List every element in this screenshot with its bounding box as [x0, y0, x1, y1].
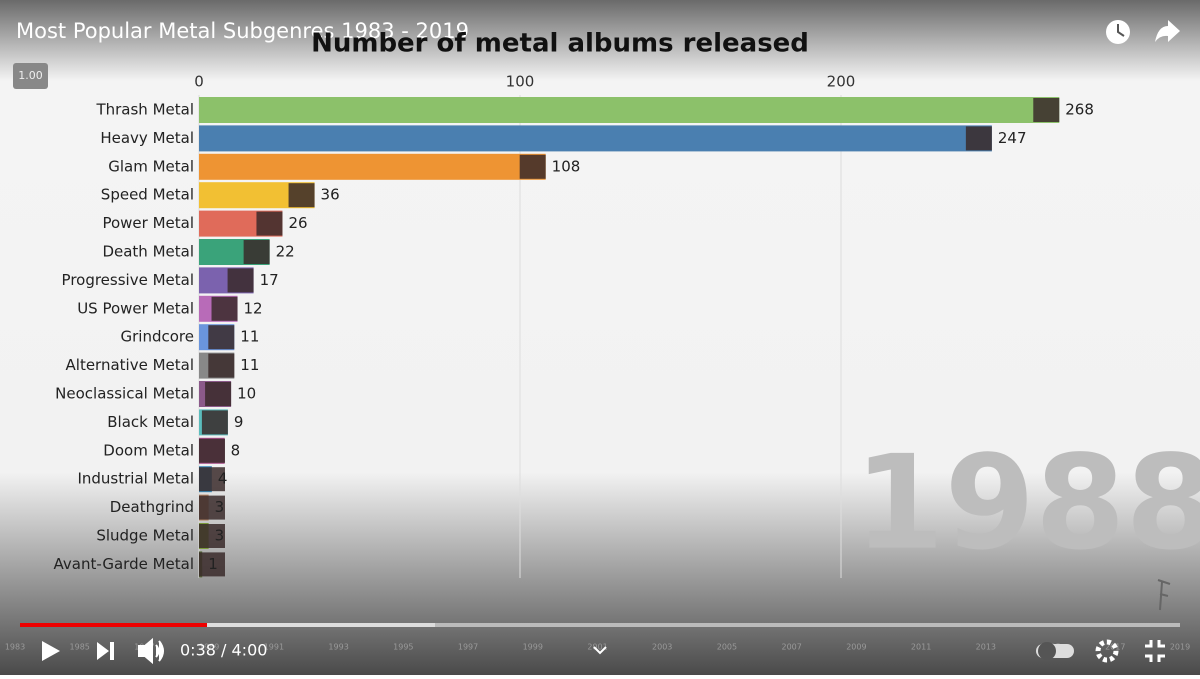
category-label: Speed Metal: [101, 186, 194, 204]
timeline-label: 2003: [652, 643, 672, 652]
timeline-label: 1985: [70, 643, 90, 652]
progress-track[interactable]: [20, 623, 1180, 627]
value-label: 268: [1065, 101, 1094, 119]
value-label: 22: [276, 243, 295, 261]
timeline-label: 2013: [976, 643, 996, 652]
speed-label: 1.00: [18, 69, 43, 82]
album-cover: [205, 382, 232, 406]
timeline-label: 1983: [5, 643, 25, 652]
album-cover: [211, 296, 238, 321]
value-label: 26: [288, 214, 307, 232]
chart-title: Number of metal albums released: [311, 29, 809, 59]
x-tick-label: 200: [827, 73, 856, 91]
value-label: 12: [244, 299, 263, 317]
category-label: US Power Metal: [77, 299, 194, 317]
watermark: [1157, 579, 1171, 611]
value-label: 9: [234, 413, 244, 431]
category-label: Heavy Metal: [100, 129, 194, 147]
chapters-toggle[interactable]: [593, 646, 607, 655]
category-label: Deathgrind: [110, 498, 194, 516]
share-icon[interactable]: [1155, 20, 1180, 42]
category-label: Alternative Metal: [66, 356, 194, 374]
category-label: Progressive Metal: [62, 271, 194, 289]
timeline-label: 1989: [199, 643, 219, 652]
next-button[interactable]: [97, 642, 114, 660]
value-label: 4: [218, 470, 228, 488]
settings-button[interactable]: [1095, 639, 1119, 663]
year-label: 1988: [854, 427, 1200, 579]
timeline-label: 2009: [846, 643, 866, 652]
category-label: Neoclassical Metal: [55, 385, 194, 403]
value-label: 36: [321, 186, 340, 204]
album-cover: [208, 325, 235, 350]
progress-played: [20, 623, 207, 627]
category-label: Avant-Garde Metal: [54, 555, 194, 573]
timeline-label: 1997: [458, 643, 478, 652]
play-button[interactable]: [42, 641, 60, 661]
speed-badge: [13, 63, 48, 89]
clock-hands: [1117, 24, 1125, 37]
value-label: 247: [998, 129, 1027, 147]
value-label: 3: [215, 527, 225, 545]
timeline-label: 1993: [328, 643, 348, 652]
timeline-label: 1999: [523, 643, 543, 652]
volume-button[interactable]: [138, 637, 164, 665]
timeline-label: 2005: [717, 643, 737, 652]
bar: [199, 125, 992, 152]
album-cover: [208, 353, 235, 378]
bar: [199, 153, 546, 180]
category-label: Glam Metal: [108, 157, 194, 175]
value-label: 108: [552, 157, 581, 175]
value-label: 11: [240, 328, 259, 346]
album-cover: [199, 495, 225, 520]
timeline-label: 1991: [264, 643, 284, 652]
album-cover: [256, 211, 283, 236]
value-label: 11: [240, 356, 259, 374]
timeline-label: 2001: [587, 643, 607, 652]
timeline-label: 2007: [781, 643, 801, 652]
timeline-label: 2011: [911, 643, 931, 652]
value-label: 10: [237, 385, 256, 403]
value-label: 17: [260, 271, 279, 289]
x-tick-label: 0: [194, 73, 204, 91]
timeline-label: 2019: [1170, 643, 1190, 652]
album-cover: [965, 126, 992, 151]
album-cover: [199, 552, 225, 577]
category-label: Grindcore: [121, 328, 194, 346]
autoplay-knob: [1038, 642, 1056, 660]
album-cover: [519, 154, 546, 179]
category-label: Black Metal: [107, 413, 194, 431]
time-display: 0:38 / 4:00: [180, 641, 267, 660]
bar: [199, 97, 1060, 123]
album-cover: [288, 183, 315, 208]
category-label: Doom Metal: [103, 441, 194, 459]
category-label: Sludge Metal: [96, 527, 194, 545]
album-cover: [199, 438, 225, 463]
progress-buffer: [20, 623, 435, 627]
value-label: 1: [208, 555, 218, 573]
value-label: 3: [215, 498, 225, 516]
value-label: 8: [231, 441, 241, 459]
album-cover: [243, 240, 270, 264]
category-label: Industrial Metal: [77, 470, 194, 488]
album-cover: [199, 467, 225, 492]
timeline-label: 1995: [393, 643, 413, 652]
album-cover: [227, 268, 254, 293]
album-cover: [1033, 98, 1060, 122]
category-label: Thrash Metal: [95, 101, 194, 119]
album-cover: [199, 524, 225, 548]
category-label: Death Metal: [102, 243, 194, 261]
category-label: Power Metal: [102, 214, 194, 232]
x-tick-label: 100: [506, 73, 535, 91]
album-cover: [201, 410, 228, 435]
fullscreen-exit-button[interactable]: [1145, 640, 1165, 662]
video-title: Most Popular Metal Subgenres 1983 - 2019: [16, 19, 469, 43]
